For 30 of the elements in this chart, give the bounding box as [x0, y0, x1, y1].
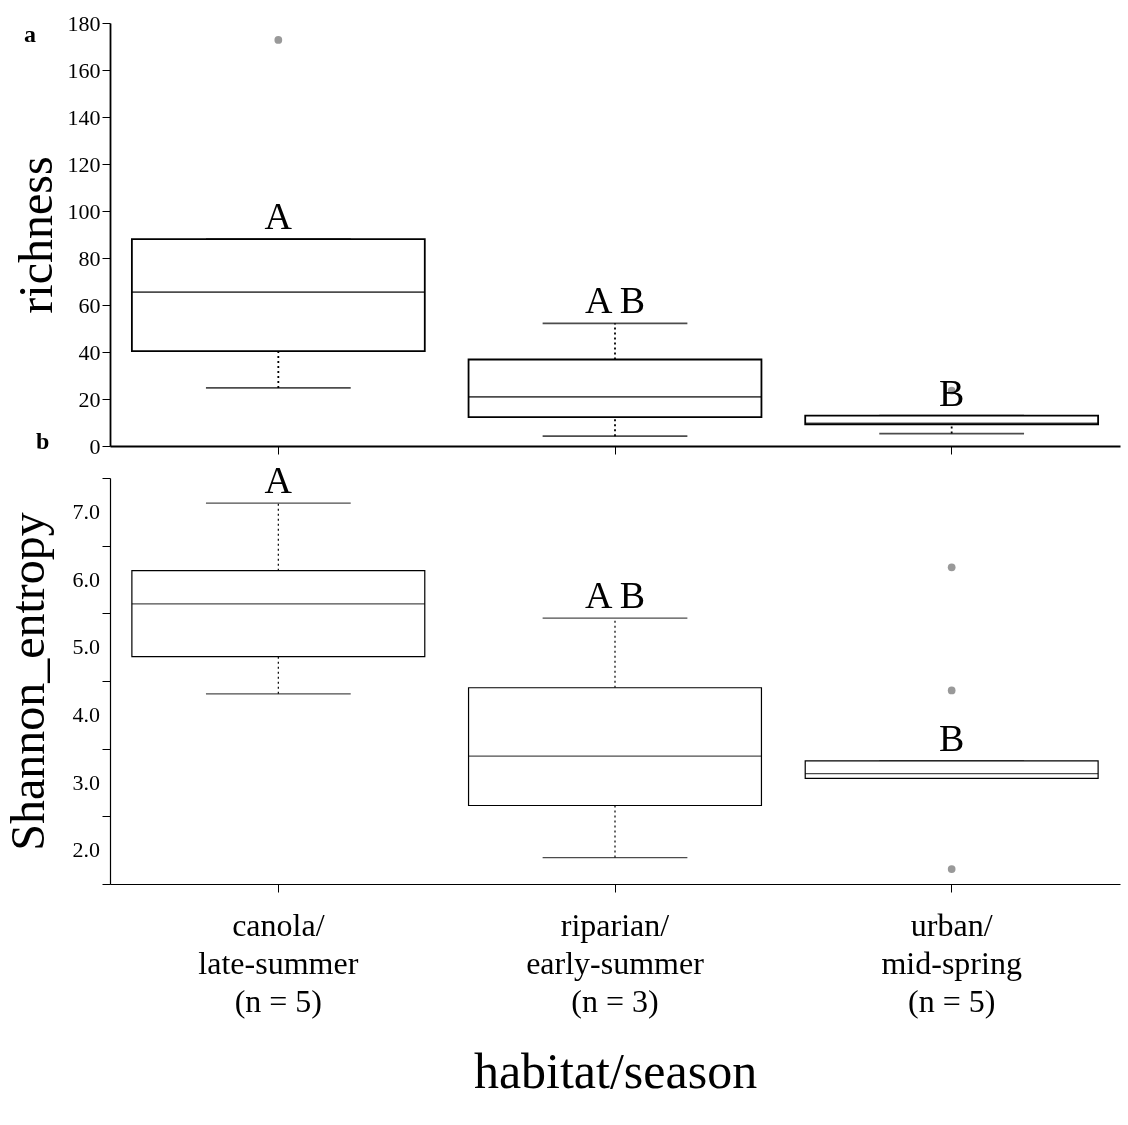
y-tick-label: 160 — [67, 57, 101, 83]
y-tick-label: 120 — [67, 151, 101, 177]
y-tick-label: 20 — [78, 386, 101, 412]
x-tick-label: canola/ late-summer (n = 5) — [198, 906, 359, 1019]
y-tick-label: 5.0 — [72, 634, 100, 660]
y-tick-label: 100 — [67, 198, 101, 224]
annotation: A — [264, 459, 293, 502]
annotation: A — [264, 195, 293, 238]
y-tick-label: 2.0 — [72, 837, 100, 863]
y-tick-label: 4.0 — [72, 701, 100, 727]
y-tick-label: 3.0 — [72, 769, 100, 795]
x-tick-label: riparian/ early-summer (n = 3) — [526, 906, 705, 1019]
y-tick-label: 0 — [89, 433, 101, 459]
annotation: B — [938, 716, 965, 759]
y-axis-title: Shannon_entropy — [1, 512, 54, 851]
annotation: A B — [584, 574, 646, 617]
y-tick-label: 7.0 — [72, 498, 100, 524]
annotation: B — [938, 371, 965, 414]
text: b — [36, 428, 50, 454]
y-tick-label: 40 — [78, 339, 101, 365]
y-axis-title: richness — [8, 156, 62, 314]
x-tick-label: urban/ mid-spring (n = 5) — [881, 906, 1022, 1019]
annotation: A B — [584, 279, 646, 322]
y-tick-label: 140 — [67, 104, 101, 130]
text: a — [24, 21, 36, 47]
y-tick-label: 6.0 — [72, 566, 100, 592]
y-tick-label: 80 — [78, 245, 101, 271]
x-axis-title: habitat/season — [473, 1042, 758, 1099]
y-tick-label: 180 — [67, 10, 101, 36]
y-tick-label: 60 — [78, 292, 101, 318]
